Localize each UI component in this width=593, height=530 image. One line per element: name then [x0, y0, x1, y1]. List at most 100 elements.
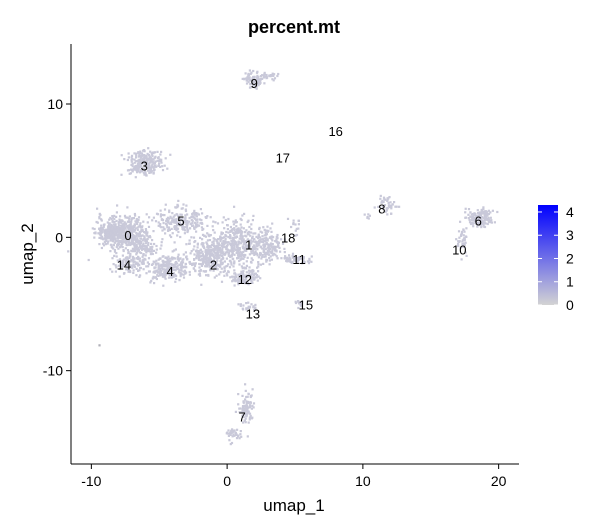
cell-point [463, 242, 466, 245]
cell-point [141, 153, 144, 157]
cell-point [149, 253, 152, 256]
cell-point [467, 217, 470, 220]
cell-point [487, 218, 491, 221]
cell-point [257, 275, 260, 278]
cell-point [192, 224, 195, 227]
cell-point [472, 225, 475, 228]
cell-point [165, 273, 168, 276]
cell-point [137, 155, 140, 158]
cell-point [250, 252, 253, 255]
cell-point [138, 269, 141, 272]
cell-point [153, 165, 156, 168]
cell-point [136, 166, 140, 169]
cell-point [146, 162, 149, 165]
cell-point [251, 404, 254, 407]
cell-point [208, 252, 211, 255]
cell-point [174, 269, 177, 272]
cell-point [294, 255, 297, 258]
cell-point [147, 250, 151, 253]
cluster-label-1: 1 [245, 237, 252, 252]
cell-point [457, 240, 460, 243]
cell-point [102, 238, 105, 241]
cell-point [226, 244, 229, 248]
cell-point [251, 80, 254, 84]
cell-point [192, 262, 195, 265]
cell-point [201, 238, 204, 241]
cell-point [386, 213, 389, 216]
cell-point [210, 246, 213, 249]
cell-point [91, 227, 94, 230]
cell-point [245, 400, 248, 403]
cell-point [127, 270, 130, 273]
cell-point [161, 219, 165, 222]
cell-point [145, 233, 148, 236]
cell-point [237, 393, 240, 396]
cell-point [224, 265, 227, 268]
cell-point [201, 263, 204, 266]
cell-point [249, 406, 252, 409]
cell-point [110, 217, 113, 221]
cell-point [228, 249, 231, 252]
cell-point [283, 238, 286, 241]
cell-point [133, 230, 136, 233]
cell-point [249, 395, 252, 399]
cell-point [236, 428, 239, 431]
cell-point [133, 212, 136, 216]
cell-point [218, 246, 222, 249]
cell-point [192, 248, 195, 251]
cell-point [195, 215, 198, 218]
x-tick-label: 0 [223, 473, 231, 489]
cell-point [256, 245, 259, 248]
cell-point [237, 283, 240, 286]
cell-point [199, 236, 202, 239]
cell-point [177, 215, 180, 218]
cell-point [111, 215, 114, 218]
cell-point [465, 227, 468, 230]
cell-point [247, 74, 251, 77]
cell-point [263, 245, 266, 248]
cell-point [108, 218, 111, 221]
cell-point [224, 218, 227, 222]
cell-point [155, 277, 158, 281]
cell-point [151, 160, 154, 164]
cell-point [178, 279, 181, 282]
cell-point [227, 429, 230, 432]
cell-point [227, 231, 230, 234]
cell-point [124, 242, 128, 245]
cell-point [231, 250, 234, 253]
cell-point [259, 254, 262, 257]
cell-point [188, 216, 191, 220]
cell-point [216, 259, 219, 262]
cell-point [135, 235, 138, 238]
cell-point [108, 235, 111, 238]
cell-point [100, 229, 103, 232]
cell-point [278, 246, 281, 249]
cell-point [398, 205, 401, 208]
cell-point [252, 244, 255, 247]
cell-point [274, 240, 277, 243]
cell-point [472, 214, 475, 217]
cell-point [106, 221, 109, 224]
cell-point [67, 250, 70, 253]
cell-point [109, 231, 112, 234]
cell-point [163, 208, 167, 211]
cell-point [166, 266, 169, 269]
cell-point [237, 403, 240, 406]
cell-point [237, 256, 240, 259]
cell-point [155, 165, 158, 168]
cell-point [115, 219, 118, 223]
cell-point [254, 240, 257, 244]
cell-point [246, 395, 249, 398]
cell-point [277, 241, 280, 244]
cell-point [250, 277, 253, 280]
cell-point [184, 226, 187, 229]
cell-point [177, 267, 180, 270]
cell-point [165, 260, 168, 264]
cell-point [250, 250, 253, 253]
cell-point [256, 79, 260, 82]
cell-point [180, 207, 183, 210]
cell-point [469, 211, 472, 214]
cell-point [210, 262, 213, 265]
cell-point [242, 278, 246, 281]
cell-point [291, 260, 294, 263]
